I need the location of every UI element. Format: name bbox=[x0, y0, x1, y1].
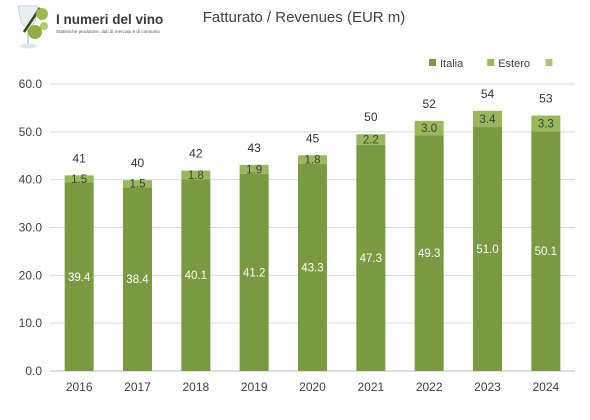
x-tick-label: 2016 bbox=[66, 380, 93, 394]
bar-estero bbox=[473, 110, 502, 128]
data-label-total: 53 bbox=[539, 92, 553, 106]
data-label-estero: 3.0 bbox=[421, 123, 437, 135]
bar-italia bbox=[414, 135, 444, 371]
data-label-estero: 1.5 bbox=[130, 179, 146, 191]
data-label-total: 40 bbox=[131, 156, 145, 170]
bar-italia bbox=[239, 173, 269, 371]
y-tick-label: 20.0 bbox=[19, 268, 43, 282]
bar-italia bbox=[473, 127, 502, 371]
x-tick-label: 2022 bbox=[416, 380, 443, 394]
legend-swatch bbox=[429, 59, 436, 66]
bar-italia bbox=[181, 179, 211, 371]
data-label-italia: 40.1 bbox=[185, 270, 207, 282]
x-tick-label: 2021 bbox=[357, 380, 384, 394]
data-label-italia: 50.1 bbox=[535, 246, 557, 258]
legend-label: Italia bbox=[440, 58, 464, 70]
data-label-total: 41 bbox=[72, 151, 86, 165]
bar-estero bbox=[531, 115, 561, 132]
y-tick-label: 10.0 bbox=[19, 316, 43, 330]
y-tick-label: 50.0 bbox=[19, 125, 43, 139]
data-label-italia: 51.0 bbox=[476, 244, 498, 256]
data-label-estero: 1.9 bbox=[246, 164, 262, 176]
bar-estero bbox=[356, 134, 386, 145]
data-label-estero: 3.3 bbox=[538, 118, 554, 130]
bar-estero bbox=[123, 180, 152, 188]
bar-estero bbox=[239, 164, 269, 174]
data-label-italia: 41.2 bbox=[243, 267, 265, 279]
bars-group: 39.4 1.5 41 38.4 1.5 40 40.1 1.8 42 41.2 1.9 43 43.3… bbox=[64, 87, 561, 371]
x-tick-label: 2023 bbox=[474, 380, 501, 394]
bar-italia bbox=[531, 131, 561, 371]
y-tick-label: 30.0 bbox=[19, 221, 43, 235]
logo: I numeri del vino Statistiche produttive… bbox=[4, 2, 163, 52]
bar-estero bbox=[181, 170, 211, 180]
y-tick-label: 40.0 bbox=[19, 173, 43, 187]
bar-estero bbox=[64, 175, 94, 183]
data-label-italia: 43.3 bbox=[301, 262, 323, 274]
data-label-estero: 1.8 bbox=[188, 170, 204, 182]
data-label-italia: 47.3 bbox=[360, 253, 382, 265]
bar-italia bbox=[356, 144, 386, 371]
data-label-estero: 3.4 bbox=[480, 114, 497, 126]
data-label-estero: 1.8 bbox=[305, 155, 321, 167]
data-label-estero: 2.2 bbox=[363, 134, 379, 146]
logo-subtitle: Statistiche produttive, dati di mercato … bbox=[56, 29, 160, 34]
legend-swatch bbox=[487, 59, 495, 66]
data-label-estero: 1.5 bbox=[71, 174, 87, 186]
bar-italia bbox=[123, 187, 152, 371]
logo-title: I numeri del vino bbox=[56, 12, 164, 27]
data-label-italia: 49.3 bbox=[418, 248, 440, 260]
wine-glass-logo-icon bbox=[17, 5, 48, 49]
x-axis: 2016 2017 2018 2019 2020 2021 2022 2023 2024 bbox=[66, 380, 560, 394]
bar-estero bbox=[414, 120, 444, 136]
y-axis: 0.0 10.0 20.0 30.0 40.0 50.0 60.0 bbox=[19, 77, 43, 378]
data-label-total: 42 bbox=[189, 147, 203, 161]
x-tick-label: 2018 bbox=[182, 380, 209, 394]
legend-label: Estero bbox=[498, 58, 530, 70]
bar-estero bbox=[298, 155, 327, 164]
y-tick-label: 0.0 bbox=[25, 364, 42, 378]
bar-italia bbox=[64, 182, 94, 371]
data-label-total: 43 bbox=[247, 141, 261, 155]
x-tick-label: 2024 bbox=[532, 380, 559, 394]
bar-italia bbox=[298, 163, 327, 371]
data-label-total: 50 bbox=[364, 110, 378, 124]
legend-swatch bbox=[545, 59, 553, 66]
y-tick-label: 60.0 bbox=[19, 77, 43, 91]
x-tick-label: 2017 bbox=[124, 380, 151, 394]
data-label-italia: 38.4 bbox=[126, 274, 149, 286]
data-label-total: 54 bbox=[481, 87, 495, 101]
data-label-total: 52 bbox=[422, 97, 436, 111]
data-label-italia: 39.4 bbox=[68, 272, 91, 284]
legend: Italia Estero bbox=[429, 58, 553, 70]
data-label-total: 45 bbox=[306, 131, 320, 145]
chart-title: Fatturato / Revenues (EUR m) bbox=[202, 9, 406, 26]
x-tick-label: 2019 bbox=[241, 380, 268, 394]
x-tick-label: 2020 bbox=[299, 380, 326, 394]
